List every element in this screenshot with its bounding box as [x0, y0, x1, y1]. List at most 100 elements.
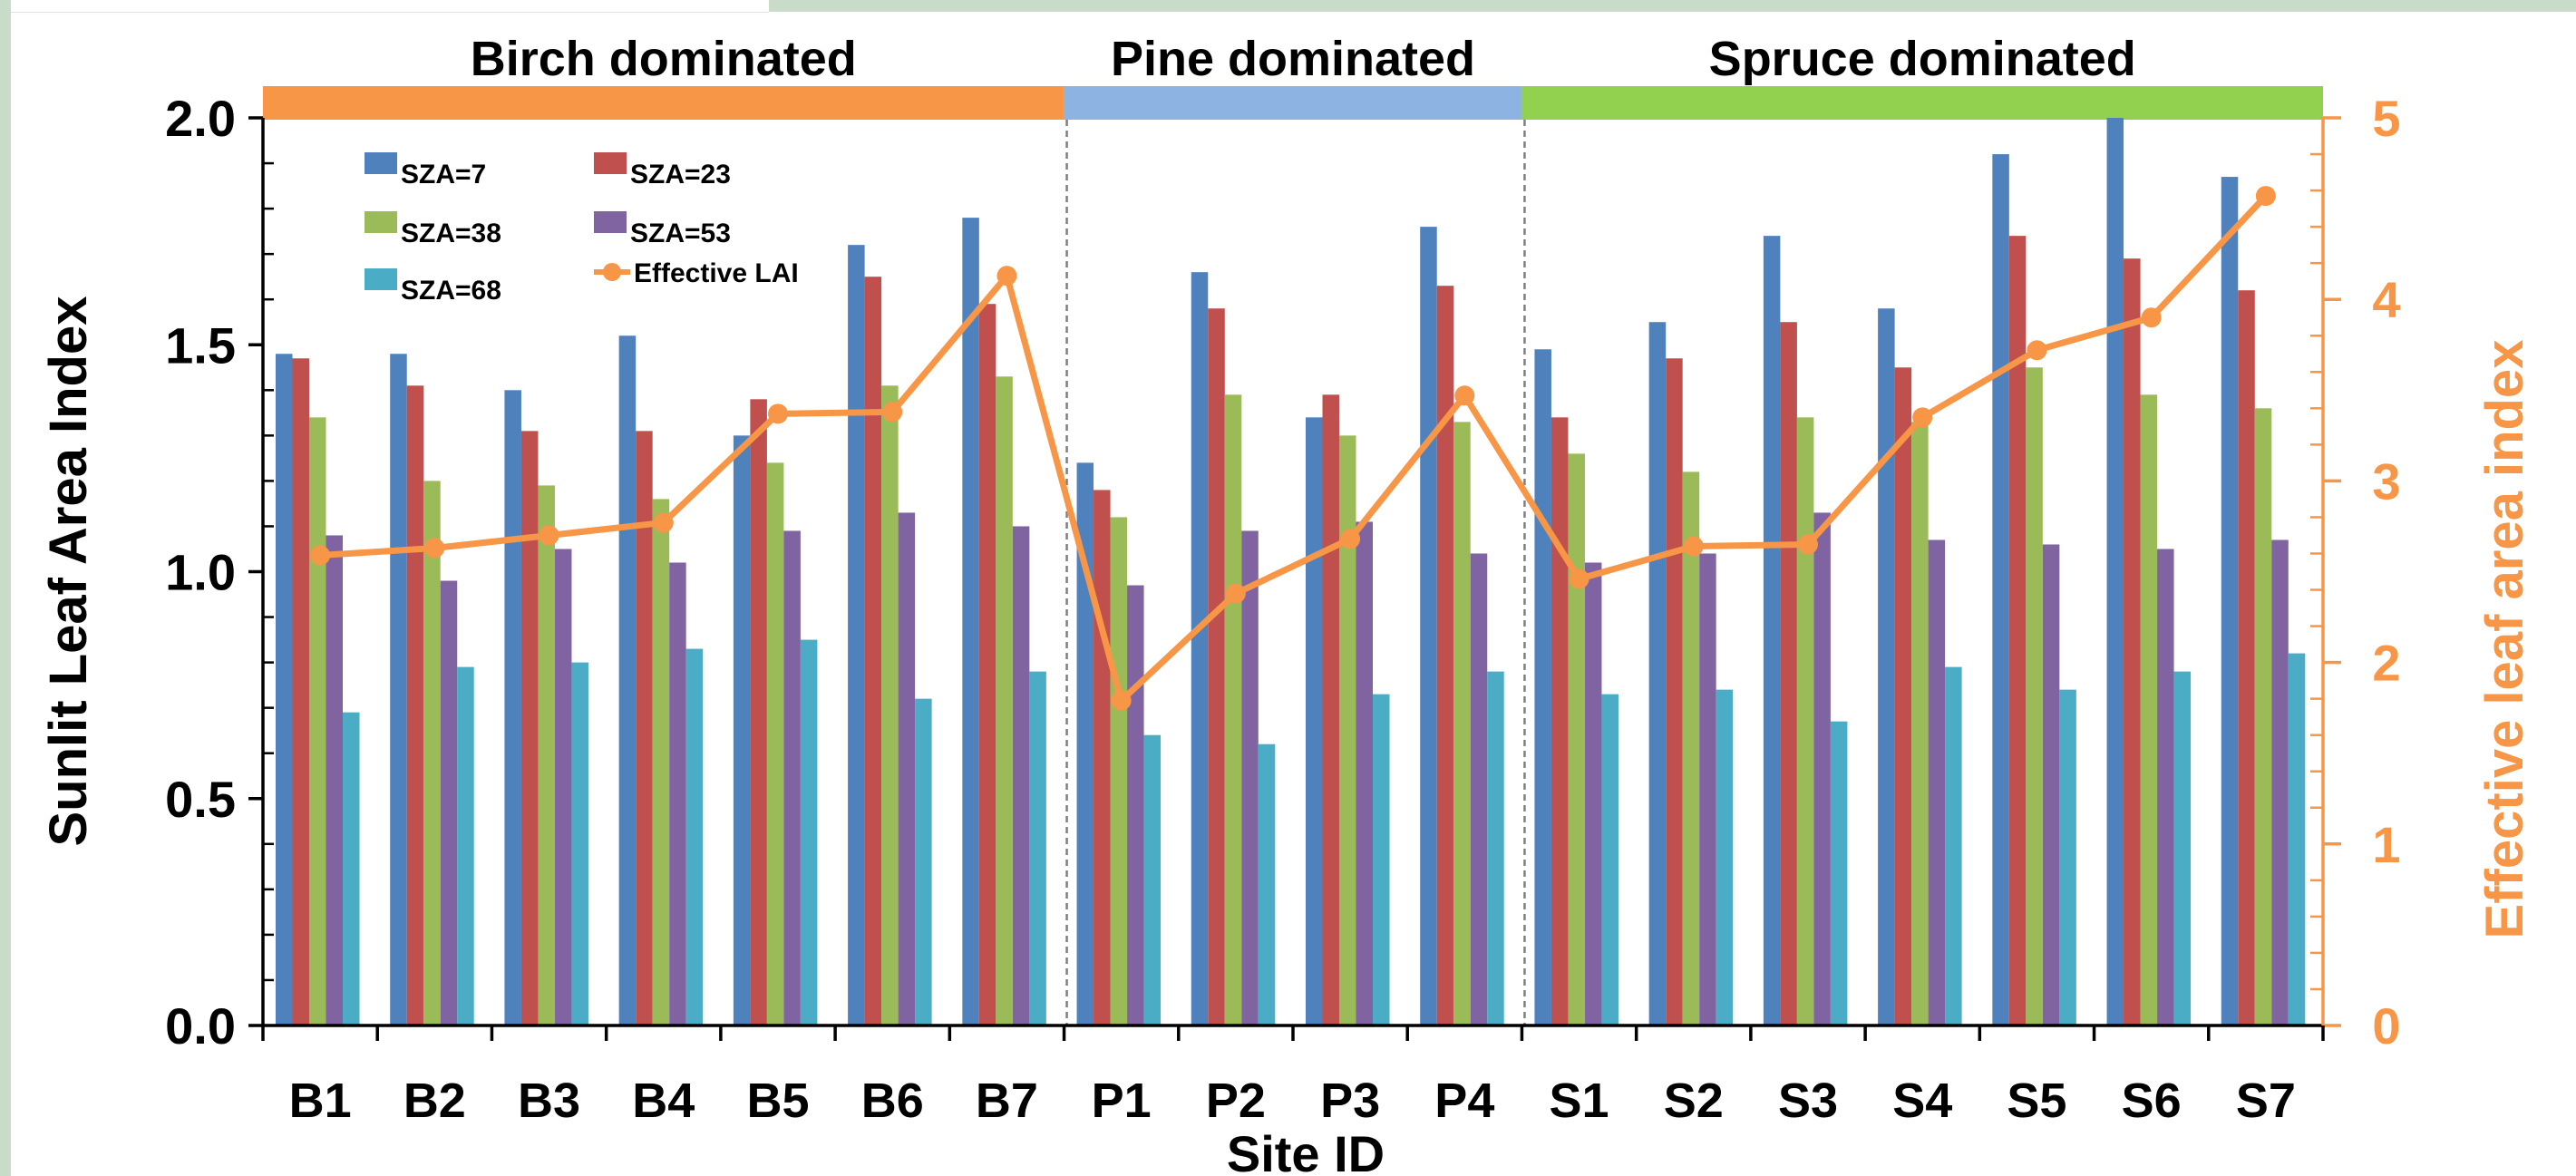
bar-sza-38-p4: [1453, 422, 1471, 1026]
bar-sza-7-b5: [733, 435, 751, 1026]
bar-sza-68-s1: [1601, 694, 1619, 1025]
bar-sza-23-b3: [520, 431, 539, 1026]
window-frame-left: [0, 0, 11, 1176]
legend-label-5: Effective LAI: [634, 258, 799, 288]
bar-sza-38-s4: [1911, 422, 1929, 1026]
x-tick-label: B4: [632, 1074, 695, 1128]
x-tick-label: S3: [1778, 1074, 1838, 1128]
window-frame-tab: [11, 0, 769, 13]
legend-swatch-1: [594, 152, 627, 174]
bar-sza-7-s5: [1992, 154, 2009, 1026]
legend-swatch-2: [365, 211, 397, 233]
bar-sza-38-s1: [1568, 453, 1585, 1025]
x-tick-label: B1: [289, 1074, 352, 1128]
y-tick-label: 0.0: [165, 997, 236, 1055]
y-tick-label: 1.0: [165, 544, 236, 601]
bar-sza-7-s1: [1534, 349, 1551, 1025]
bar-sza-7-b4: [618, 335, 637, 1025]
bar-sza-68-s6: [2173, 671, 2192, 1025]
effective-lai-point-s5: [2027, 340, 2047, 361]
y2-tick-label: 3: [2372, 452, 2400, 510]
site-group-labels: Birch dominated Pine dominated Spruce domi…: [471, 32, 2136, 86]
legend-swatch-4: [365, 268, 397, 290]
bar-sza-7-b6: [848, 245, 865, 1025]
bar-sza-53-s5: [2042, 544, 2060, 1025]
bar-sza-68-s5: [2059, 689, 2076, 1025]
bar-sza-7-b1: [276, 354, 293, 1025]
bar-sza-7-p3: [1306, 417, 1323, 1026]
bar-sza-38-b7: [996, 376, 1013, 1025]
bar-sza-38-b1: [309, 417, 326, 1026]
bar-sza-53-b7: [1012, 526, 1030, 1025]
bar-sza-68-s3: [1830, 721, 1848, 1025]
group-band-0: [263, 86, 1064, 120]
bar-sza-53-s3: [1813, 512, 1831, 1025]
x-tick-label: P3: [1320, 1074, 1380, 1128]
group-band-2: [1521, 86, 2323, 120]
effective-lai-point-b4: [653, 512, 674, 533]
bar-sza-23-s7: [2238, 290, 2255, 1025]
legend-label-2: SZA=38: [401, 219, 501, 248]
x-tick-label: S7: [2236, 1074, 2296, 1128]
legend-label-3: SZA=53: [630, 219, 731, 248]
y2-tick-label: 0: [2372, 997, 2400, 1055]
legend-label-4: SZA=68: [401, 276, 501, 306]
legend-marker-sample: [603, 263, 621, 281]
effective-lai-point-b2: [424, 538, 445, 559]
effective-lai-point-p2: [1225, 583, 1246, 604]
bar-sza-68-b5: [800, 639, 818, 1025]
x-tick-label: B7: [976, 1074, 1038, 1128]
bar-sza-7-s3: [1763, 236, 1781, 1025]
bar-sza-68-p2: [1258, 744, 1276, 1025]
legend-label-0: SZA=7: [401, 160, 486, 190]
bar-sza-38-b4: [652, 499, 670, 1025]
bar-sza-38-s7: [2254, 408, 2272, 1025]
bar-sza-53-p2: [1241, 530, 1259, 1025]
group-dividers: [1065, 120, 1526, 1025]
bar-sza-7-s7: [2221, 177, 2239, 1025]
x-tick-label: S4: [1892, 1074, 1952, 1128]
effective-lai-point-b6: [882, 402, 903, 423]
bar-sza-68-b7: [1029, 671, 1046, 1025]
x-tick-label: P4: [1434, 1074, 1494, 1128]
bar-sza-38-p3: [1339, 435, 1356, 1026]
x-tick-label: B3: [518, 1074, 580, 1128]
axes-layer: 0.0 0.5 1.0 1.5 2.0 0 1 2 3 4 5 B1 B2 B3 B4 B5 B6 B7 P1 P2 P…: [165, 90, 2400, 1128]
effective-lai-point-b1: [310, 545, 331, 566]
bar-sza-23-b6: [864, 277, 882, 1025]
bar-sza-38-s6: [2140, 394, 2158, 1025]
bar-sza-68-b4: [685, 648, 704, 1025]
effective-lai-point-p4: [1454, 385, 1475, 406]
bar-sza-53-b6: [898, 512, 916, 1025]
bar-sza-7-s2: [1648, 322, 1667, 1026]
bar-sza-7-b3: [504, 390, 521, 1025]
effective-lai-point-s3: [1798, 534, 1818, 555]
y-axis-title: Sunlit Leaf Area Index: [39, 296, 98, 847]
bar-sza-68-s4: [1945, 666, 1962, 1025]
bar-sza-53-p1: [1127, 585, 1144, 1025]
bar-sza-53-b1: [326, 535, 343, 1025]
x-axis-title: Site ID: [1227, 1125, 1385, 1176]
bar-sza-53-p4: [1470, 553, 1488, 1025]
site-group-bands: [263, 86, 2323, 120]
y-tick-label: 2.0: [165, 90, 236, 147]
y-tick-label: 0.5: [165, 771, 236, 828]
y2-tick-label: 1: [2372, 816, 2400, 873]
bar-sza-7-s4: [1878, 308, 1895, 1026]
group-label-0: Birch dominated: [471, 32, 857, 86]
bar-sza-7-b2: [390, 354, 407, 1025]
effective-lai-point-b7: [996, 266, 1017, 287]
bar-sza-68-p3: [1373, 694, 1390, 1025]
x-tick-label: S5: [2007, 1074, 2066, 1128]
bar-sza-53-s4: [1928, 539, 1946, 1025]
bar-sza-23-s2: [1666, 358, 1683, 1025]
effective-lai-point-s4: [1912, 407, 1933, 428]
bar-sza-7-b7: [962, 218, 979, 1026]
effective-lai-point-s2: [1683, 536, 1704, 557]
y2-tick-label: 2: [2372, 635, 2400, 692]
bar-sza-23-p4: [1436, 286, 1454, 1025]
bar-sza-53-b5: [783, 530, 801, 1025]
bar-sza-68-p4: [1487, 671, 1504, 1025]
bar-sza-68-b2: [457, 666, 474, 1025]
effective-lai-line: [319, 193, 2269, 705]
